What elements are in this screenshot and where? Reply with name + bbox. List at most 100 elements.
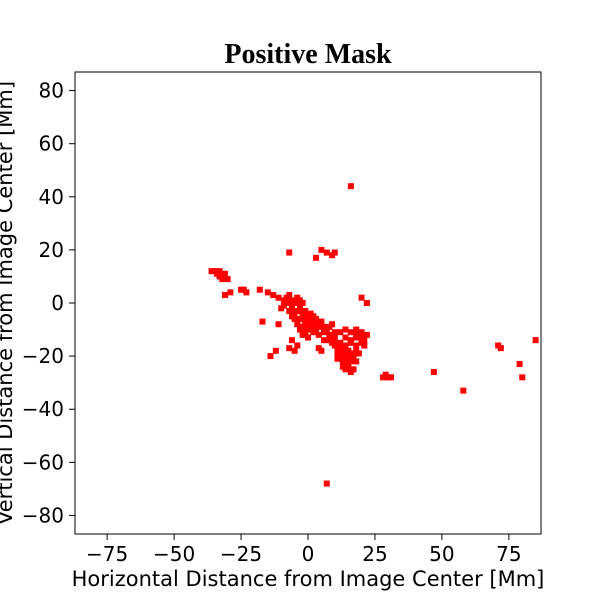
mask-point: [345, 347, 352, 354]
mask-point: [313, 315, 320, 322]
mask-point: [267, 353, 274, 360]
plot-area: [74, 71, 542, 535]
mask-point: [299, 313, 306, 320]
mask-point: [302, 307, 309, 314]
mask-point: [286, 249, 293, 256]
mask-point: [516, 361, 523, 368]
x-axis-label: Horizontal Distance from Image Center [M…: [72, 567, 545, 591]
mask-point: [305, 315, 311, 322]
x-tick-label: 50: [429, 542, 454, 566]
x-tick-label: 25: [362, 542, 387, 566]
mask-point: [299, 300, 306, 306]
mask-point: [321, 337, 328, 344]
mask-point: [342, 355, 349, 362]
mask-point: [363, 331, 370, 338]
mask-point: [296, 305, 303, 312]
mask-point: [305, 334, 311, 341]
mask-point: [224, 276, 231, 283]
y-tick-label: 80: [39, 79, 64, 103]
mask-point: [532, 337, 539, 344]
mask-point: [259, 318, 266, 325]
mask-point: [299, 331, 306, 338]
mask-point: [342, 334, 349, 341]
x-tick-label: 75: [496, 542, 521, 566]
y-tick-label: 40: [39, 185, 64, 209]
mask-point: [264, 289, 271, 296]
mask-point: [347, 329, 354, 336]
mask-point: [323, 249, 330, 256]
mask-point: [219, 276, 226, 283]
mask-point: [347, 339, 354, 346]
y-tick-label: −20: [22, 344, 64, 368]
mask-point: [331, 249, 338, 256]
mask-point: [337, 353, 344, 360]
mask-point: [294, 297, 301, 304]
mask-point: [291, 347, 298, 354]
mask-point: [361, 337, 368, 344]
mask-point: [353, 331, 360, 338]
x-tick-label: −75: [86, 542, 128, 566]
mask-point: [361, 342, 368, 349]
y-axis-label: Vertical Distance from Image Center [Mm]: [0, 81, 17, 525]
mask-point: [270, 292, 277, 299]
mask-point: [497, 345, 504, 352]
mask-point: [331, 331, 338, 338]
chart-title: Positive Mask: [224, 39, 392, 70]
y-tick-label: −80: [22, 503, 64, 527]
mask-point: [337, 329, 344, 336]
y-tick-label: 60: [39, 132, 64, 156]
plot-frame: [74, 71, 542, 535]
x-axis: −75 −50 −25 0 25 50 75: [86, 534, 522, 566]
y-tick-label: 0: [51, 291, 64, 315]
mask-point: [337, 347, 344, 354]
mask-point: [519, 374, 526, 381]
mask-point: [323, 480, 330, 487]
mask-point: [342, 342, 349, 349]
data-points: [208, 183, 539, 487]
mask-point: [321, 329, 328, 336]
mask-point: [358, 329, 365, 336]
mask-point: [355, 350, 362, 357]
mask-point: [227, 289, 234, 296]
mask-point: [331, 337, 338, 344]
mask-point: [286, 297, 293, 304]
mask-point: [363, 300, 370, 306]
y-tick-label: 20: [39, 238, 64, 262]
mask-point: [310, 329, 317, 336]
mask-point: [305, 326, 311, 333]
mask-point: [430, 369, 437, 376]
mask-point: [388, 374, 395, 381]
mask-point: [329, 321, 336, 328]
mask-point: [275, 321, 282, 328]
mask-point: [358, 294, 365, 301]
y-tick-label: −40: [22, 397, 64, 421]
mask-point: [288, 305, 295, 312]
mask-point: [353, 342, 360, 349]
mask-point: [353, 358, 360, 365]
mask-point: [460, 387, 467, 394]
mask-point: [353, 326, 360, 333]
mask-point: [208, 268, 215, 275]
mask-point: [286, 292, 293, 299]
mask-point: [288, 337, 295, 344]
y-axis: 80 60 40 20 0 −20 −40 −60 −80: [22, 79, 75, 527]
mask-point: [313, 254, 320, 261]
mask-point: [275, 294, 282, 301]
x-tick-label: −25: [220, 542, 262, 566]
mask-point: [315, 331, 322, 338]
mask-point: [350, 350, 357, 357]
mask-point: [294, 342, 301, 349]
mask-point: [221, 292, 228, 299]
mask-point: [318, 246, 325, 253]
mask-point: [272, 347, 279, 354]
mask-point: [347, 366, 354, 373]
y-tick-label: −60: [22, 450, 64, 474]
mask-point: [286, 345, 293, 352]
mask-point: [243, 289, 250, 296]
x-tick-label: 0: [302, 542, 315, 566]
mask-point: [347, 183, 354, 190]
mask-point: [318, 347, 325, 354]
mask-point: [342, 326, 349, 333]
x-tick-label: −50: [153, 542, 195, 566]
